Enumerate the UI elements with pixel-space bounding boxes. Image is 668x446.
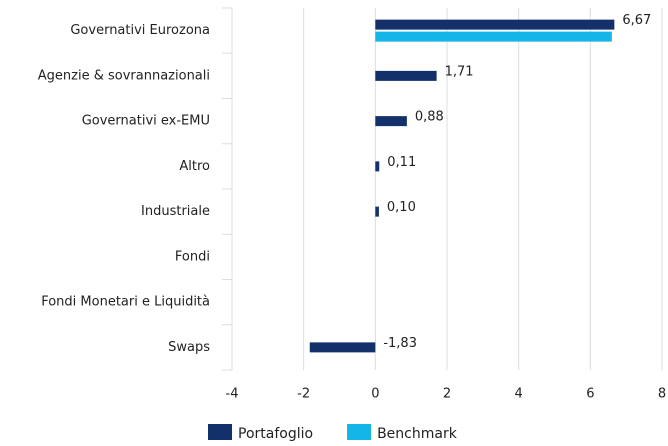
value-label: 1,71 xyxy=(445,64,474,79)
y-tick-label: Fondi xyxy=(175,249,210,264)
legend-swatch xyxy=(347,424,372,440)
bar xyxy=(375,70,437,81)
y-tick-label: Swaps xyxy=(168,340,210,355)
y-tick-label: Altro xyxy=(179,159,210,174)
y-tick-label: Governativi Eurozona xyxy=(70,23,210,38)
value-label: 0,10 xyxy=(387,200,416,215)
x-tick-label: 4 xyxy=(515,387,523,402)
bar xyxy=(375,116,407,127)
y-tick-label: Governativi ex-EMU xyxy=(82,114,210,129)
y-tick-label: Fondi Monetari e Liquidità xyxy=(41,295,210,310)
legend-label: Benchmark xyxy=(377,426,458,442)
bar xyxy=(375,206,379,217)
bar xyxy=(375,31,612,42)
x-tick-label: -2 xyxy=(297,387,310,402)
bar xyxy=(375,161,380,172)
x-tick-label: 6 xyxy=(586,387,594,402)
value-label: 6,67 xyxy=(622,13,651,28)
x-tick-label: 8 xyxy=(658,387,666,402)
legend-label: Portafoglio xyxy=(238,426,313,442)
x-tick-label: 0 xyxy=(371,387,379,402)
y-tick-label: Agenzie & sovrannazionali xyxy=(38,68,210,83)
bar xyxy=(309,342,376,353)
x-tick-label: -4 xyxy=(226,387,239,402)
x-tick-label: 2 xyxy=(443,387,451,402)
value-label: 0,11 xyxy=(387,155,416,170)
value-label: 0,88 xyxy=(415,110,444,125)
value-label: -1,83 xyxy=(383,336,417,351)
y-tick-label: Industriale xyxy=(141,204,210,219)
legend-swatch xyxy=(208,424,232,440)
bar xyxy=(375,19,615,30)
